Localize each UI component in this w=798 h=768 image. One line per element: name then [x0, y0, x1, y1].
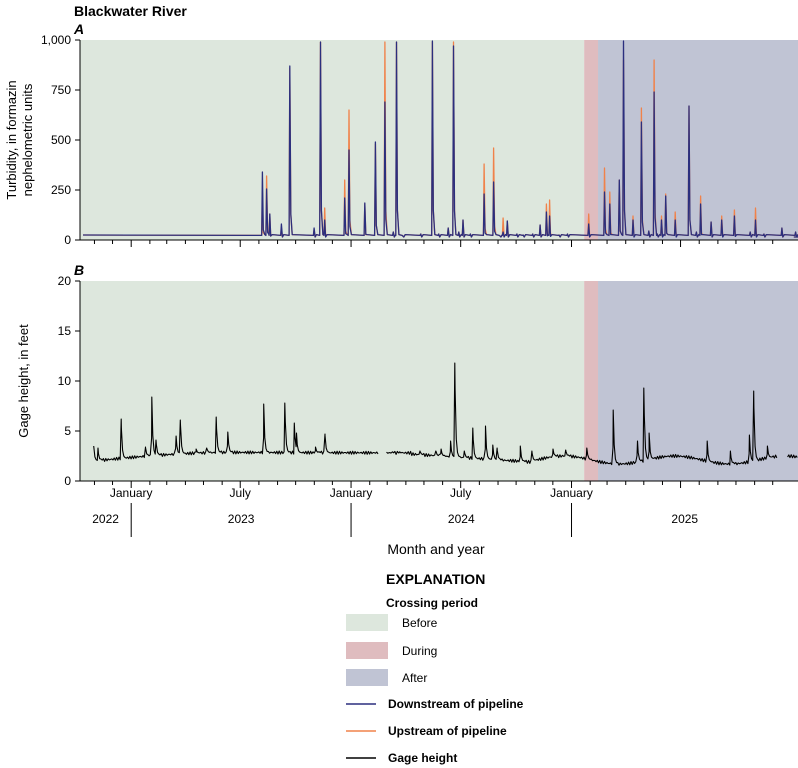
downstream-line	[82, 40, 798, 238]
month-label: January	[550, 486, 593, 500]
legend-label-upstream: Upstream of pipeline	[388, 724, 507, 738]
panel-b-ytick-label: 20	[58, 274, 72, 288]
panel-b-ytick-label: 0	[64, 474, 71, 488]
panel-label-b: B	[74, 262, 84, 278]
y-ticks-a: 0 250 500 750 1,000	[41, 33, 80, 247]
after-region-a	[598, 40, 798, 240]
year-label: 2024	[448, 512, 475, 526]
downstream-series-a	[82, 40, 798, 238]
y-axis-label-b: Gage height, in feet	[16, 324, 31, 438]
month-label: July	[450, 486, 471, 500]
before-region-a	[80, 40, 585, 240]
legend-label-gage: Gage height	[388, 751, 457, 765]
year-label: 2022	[92, 512, 119, 526]
legend-title: EXPLANATION	[386, 571, 485, 587]
gage-height-line	[93, 362, 798, 466]
panel-b: 0 5 10 15 20 B Gage height, in feet	[16, 262, 798, 488]
figure-title: Blackwater River	[74, 3, 187, 19]
year-label: 2025	[671, 512, 698, 526]
legend-swatch-during	[346, 642, 388, 659]
legend: EXPLANATION Crossing period Before Durin…	[346, 571, 524, 765]
legend-label-before: Before	[402, 616, 438, 630]
panel-a-ytick-label: 1,000	[41, 33, 71, 47]
gage-height-series	[93, 362, 798, 466]
y-axis-label-a-line2: nephelometric units	[20, 83, 35, 196]
panel-b-ytick-label: 15	[58, 324, 72, 338]
legend-crossing-title: Crossing period	[386, 596, 478, 610]
year-labels: 2022 2023 2024 2025	[92, 512, 698, 526]
x-axis-title: Month and year	[387, 541, 485, 557]
legend-swatch-after	[346, 669, 388, 686]
y-axis-label-a-line1: Turbidity, in formazin	[4, 80, 19, 199]
during-region-b	[584, 281, 599, 481]
month-label: July	[230, 486, 251, 500]
x-ticks-b	[93, 481, 774, 488]
year-label: 2023	[228, 512, 255, 526]
x-ticks-a	[93, 240, 774, 247]
panel-a-ytick-label: 500	[51, 133, 71, 147]
after-region-b	[598, 281, 798, 481]
month-labels: January July January July January	[110, 486, 593, 500]
legend-label-after: After	[402, 671, 427, 685]
panel-a-ytick-label: 0	[64, 233, 71, 247]
month-label: January	[110, 486, 153, 500]
panel-b-ytick-label: 10	[58, 374, 72, 388]
legend-label-during: During	[402, 644, 437, 658]
month-label: January	[330, 486, 373, 500]
panel-a-ytick-label: 750	[51, 83, 71, 97]
panel-b-ytick-label: 5	[64, 424, 71, 438]
y-ticks-b: 0 5 10 15 20	[58, 274, 80, 488]
during-region-a	[584, 40, 599, 240]
legend-swatch-before	[346, 614, 388, 631]
panel-label-a: A	[73, 21, 84, 37]
panel-a: 0 250 500 750 1,000 A Turbidity, in formazin…	[4, 21, 798, 247]
before-region-b	[80, 281, 585, 481]
legend-label-downstream: Downstream of pipeline	[388, 697, 524, 711]
year-dividers	[130, 503, 573, 537]
panel-a-ytick-label: 250	[51, 183, 71, 197]
